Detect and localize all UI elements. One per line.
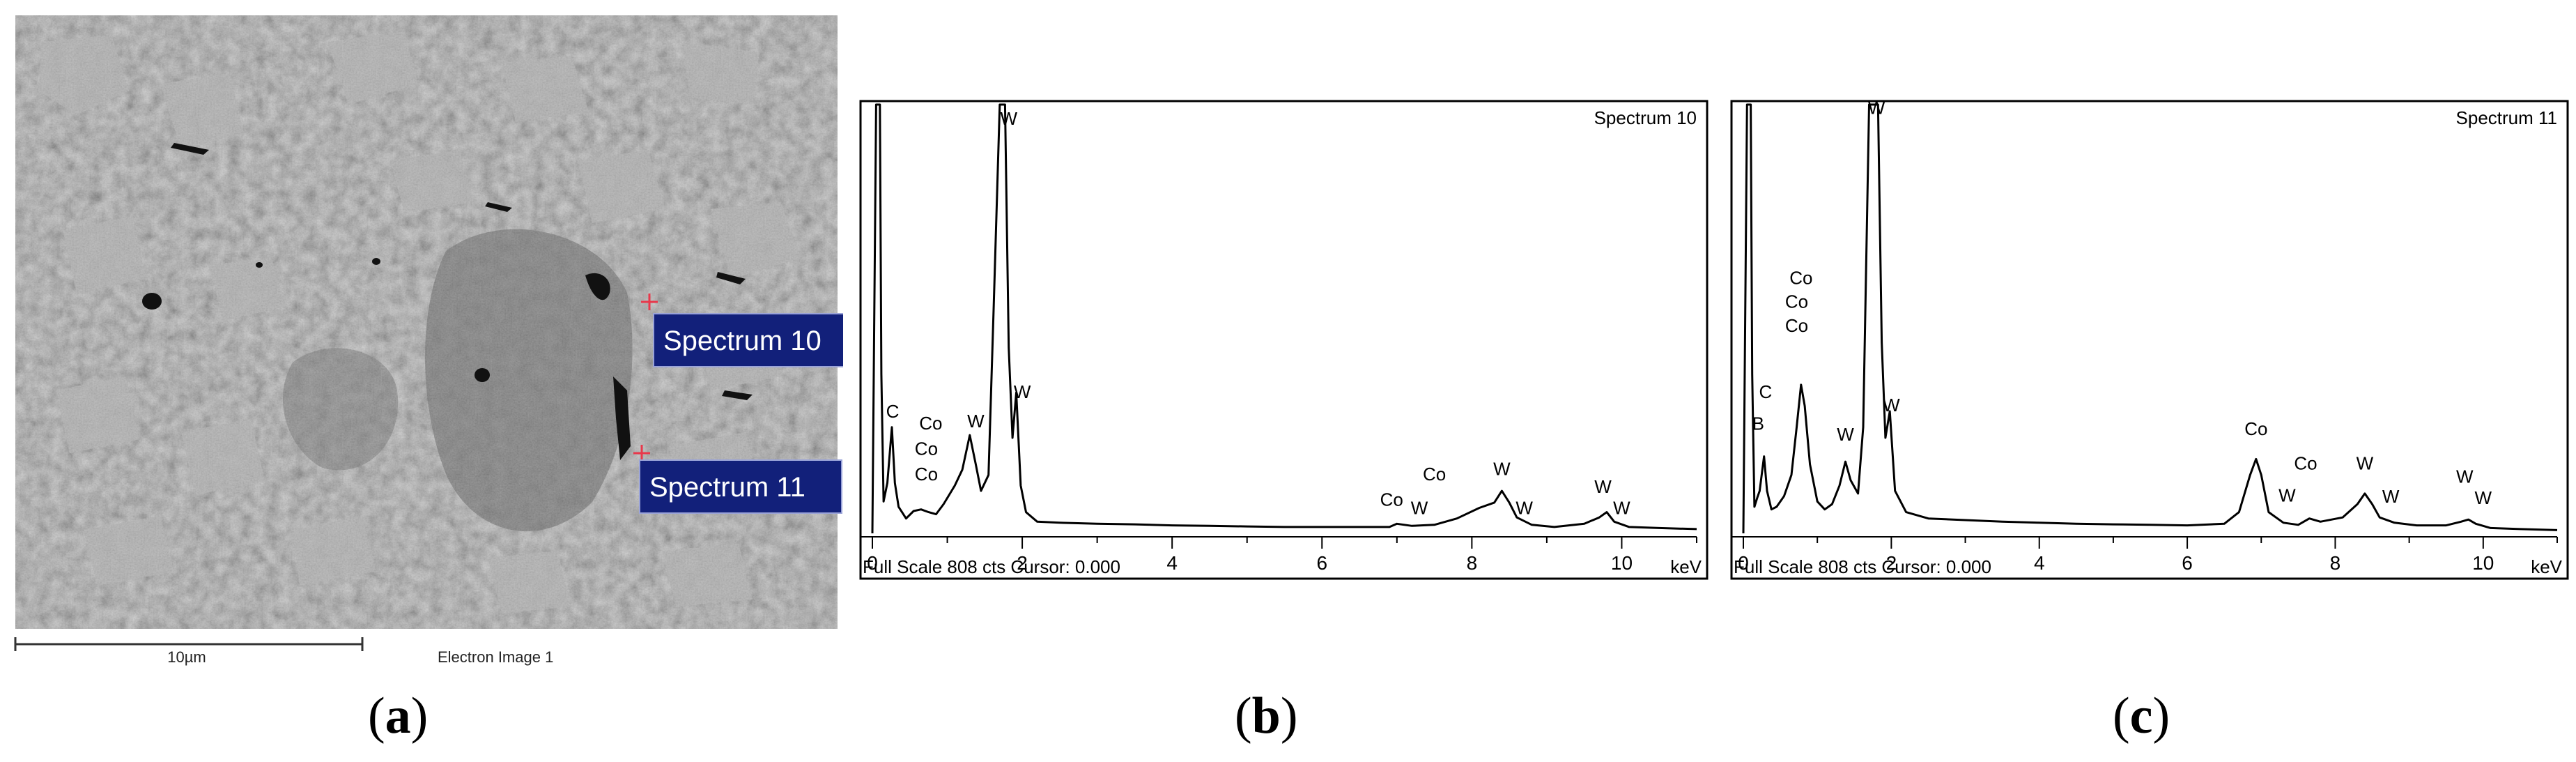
- spectrum-10-label-box: [653, 313, 843, 367]
- peak-label: W: [1868, 98, 1885, 119]
- scale-bar: 10µm: [14, 637, 364, 666]
- panel-label-a: (a): [368, 687, 429, 745]
- x-tick-label: 0: [867, 552, 878, 574]
- x-tick-label: 8: [2330, 552, 2341, 574]
- peak-label: B: [1752, 413, 1764, 434]
- x-tick-label: 10: [2472, 552, 2494, 574]
- x-tick-label: 2: [1017, 552, 1028, 574]
- peak-label: W: [1000, 108, 1017, 129]
- peak-label: W: [1411, 498, 1428, 519]
- peak-label: Co: [1789, 267, 1812, 288]
- peak-label: W: [1883, 395, 1900, 416]
- x-tick-label: 6: [1316, 552, 1327, 574]
- peak-label: Co: [2294, 453, 2317, 474]
- peak-label: W: [1837, 424, 1854, 445]
- spectrum-trace: [1742, 103, 2558, 534]
- chart-footer: Full Scale 808 cts Cursor: 0.000: [1734, 556, 1991, 577]
- x-tick-label: 2: [1886, 552, 1897, 574]
- peak-label: Co: [915, 464, 938, 485]
- chart-title: Spectrum 11: [2456, 107, 2557, 128]
- peak-label: W: [2382, 486, 2400, 507]
- peak-label: C: [1759, 381, 1772, 402]
- x-tick-label: 4: [2034, 552, 2045, 574]
- x-tick-label: 0: [1738, 552, 1749, 574]
- peak-label: Co: [915, 438, 938, 459]
- peak-label: W: [2357, 453, 2374, 474]
- peak-label: W: [1493, 458, 1511, 479]
- peak-label: Co: [919, 413, 942, 434]
- spectrum-11-marker: Spectrum 11: [633, 445, 842, 514]
- peak-label: Co: [1423, 464, 1446, 485]
- spectrum-11-label: Spectrum 11: [649, 472, 805, 503]
- spectrum-trace: [871, 103, 1697, 534]
- peak-label: Co: [1785, 315, 1808, 336]
- chart-frame: [859, 100, 1709, 580]
- x-tick-label: 6: [2182, 552, 2193, 574]
- panel-letter-c: c: [2129, 687, 2153, 745]
- peak-label: W: [2278, 485, 2296, 505]
- spectrum-11-label-box: [639, 459, 842, 514]
- peak-label: Co: [1380, 489, 1403, 510]
- chart-frame: [1730, 100, 2569, 580]
- x-tick-label: 10: [1611, 552, 1633, 574]
- peak-label: W: [967, 411, 985, 432]
- sem-image-panel: Spectrum 10 Spectrum 11 10µm Electron Im…: [14, 15, 843, 666]
- peak-label: W: [1613, 498, 1630, 519]
- panel-letter-b: b: [1251, 687, 1281, 745]
- panel-letter-a: a: [385, 687, 411, 745]
- x-axis-label: keV: [1670, 556, 1702, 577]
- peak-label: W: [1515, 498, 1533, 519]
- peak-label: Co: [1785, 291, 1808, 312]
- peak-label: W: [1594, 476, 1612, 497]
- panel-label-c: (c): [2113, 687, 2170, 745]
- x-tick-label: 8: [1467, 552, 1478, 574]
- spectrum-10-label: Spectrum 10: [663, 326, 822, 356]
- peak-label: W: [1014, 381, 1031, 402]
- x-tick-label: 4: [1166, 552, 1178, 574]
- scale-bar-label: 10µm: [167, 648, 206, 666]
- peak-label: W: [2475, 487, 2492, 508]
- image-caption: Electron Image 1: [438, 648, 553, 666]
- peak-label: Co: [2244, 418, 2267, 439]
- peak-label: C: [886, 401, 900, 422]
- spectrum-10-marker: Spectrum 10: [641, 294, 843, 367]
- x-axis-label: keV: [2531, 556, 2562, 577]
- chart-title: Spectrum 10: [1594, 107, 1697, 128]
- panel-label-b: (b): [1235, 687, 1298, 745]
- chart-footer: Full Scale 808 cts Cursor: 0.000: [863, 556, 1120, 577]
- peak-label: W: [2456, 466, 2474, 487]
